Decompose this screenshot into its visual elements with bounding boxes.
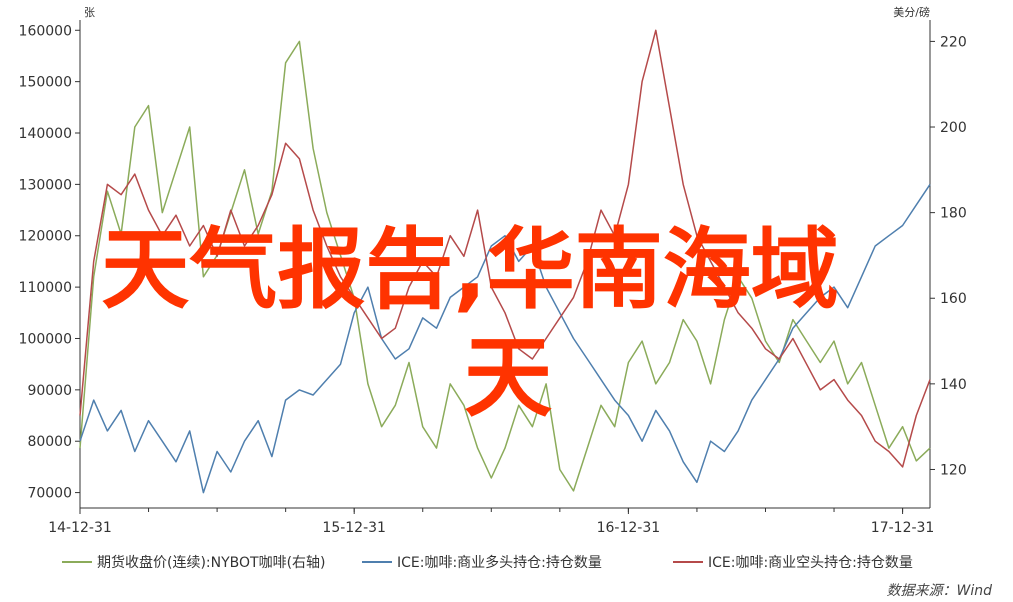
right-tick-label: 160	[940, 291, 967, 307]
left-axis: 张 70000 80000 90000 100000 110000 120000 13000…	[19, 6, 95, 502]
left-tick-label: 80000	[27, 434, 72, 450]
x-tick-label: 16-12-31	[597, 520, 661, 536]
overlay-line2: 天	[464, 326, 552, 429]
right-axis: 美分/磅 120 140 160 180 200 220	[893, 5, 966, 478]
overlay-line1: 天气报告,华南海域	[101, 218, 838, 321]
left-tick-label: 130000	[19, 177, 72, 193]
legend-label-2: ICE:咖啡:商业多头持仓:持仓数量	[397, 554, 602, 571]
x-tick-label: 14-12-31	[48, 520, 112, 536]
left-tick-label: 110000	[19, 280, 72, 296]
legend-label-1: 期货收盘价(连续):NYBOT咖啡(右轴)	[97, 554, 326, 571]
left-tick-label: 140000	[19, 126, 72, 142]
right-tick-label: 140	[940, 377, 967, 393]
legend: 期货收盘价(连续):NYBOT咖啡(右轴) ICE:咖啡:商业多头持仓:持仓数量 I…	[62, 554, 913, 571]
source-text: 数据来源：Wind	[887, 583, 993, 599]
right-tick-label: 220	[940, 34, 967, 50]
left-tick-label: 70000	[27, 486, 72, 502]
left-tick-label: 100000	[19, 331, 72, 347]
x-tick-label: 17-12-31	[871, 520, 935, 536]
right-tick-label: 200	[940, 120, 967, 136]
series-lines	[79, 29, 931, 494]
left-tick-label: 160000	[19, 23, 72, 39]
x-tick-label: 15-12-31	[322, 520, 386, 536]
legend-label-3: ICE:咖啡:商业空头持仓:持仓数量	[708, 555, 913, 571]
left-tick-label: 150000	[19, 75, 72, 91]
left-axis-unit: 张	[84, 6, 95, 19]
plot-frame	[79, 20, 931, 509]
right-tick-label: 120	[940, 462, 967, 478]
overlay-watermark: 天气报告,华南海域 天	[101, 218, 838, 429]
left-tick-label: 90000	[27, 383, 72, 399]
left-tick-label: 120000	[19, 229, 72, 245]
right-tick-label: 180	[940, 206, 967, 222]
right-axis-unit: 美分/磅	[893, 5, 930, 19]
series-line-3	[79, 29, 931, 468]
x-axis: 14-12-31 15-12-31 16-12-31 17-12-31	[48, 508, 934, 536]
series-line-2	[79, 183, 931, 494]
